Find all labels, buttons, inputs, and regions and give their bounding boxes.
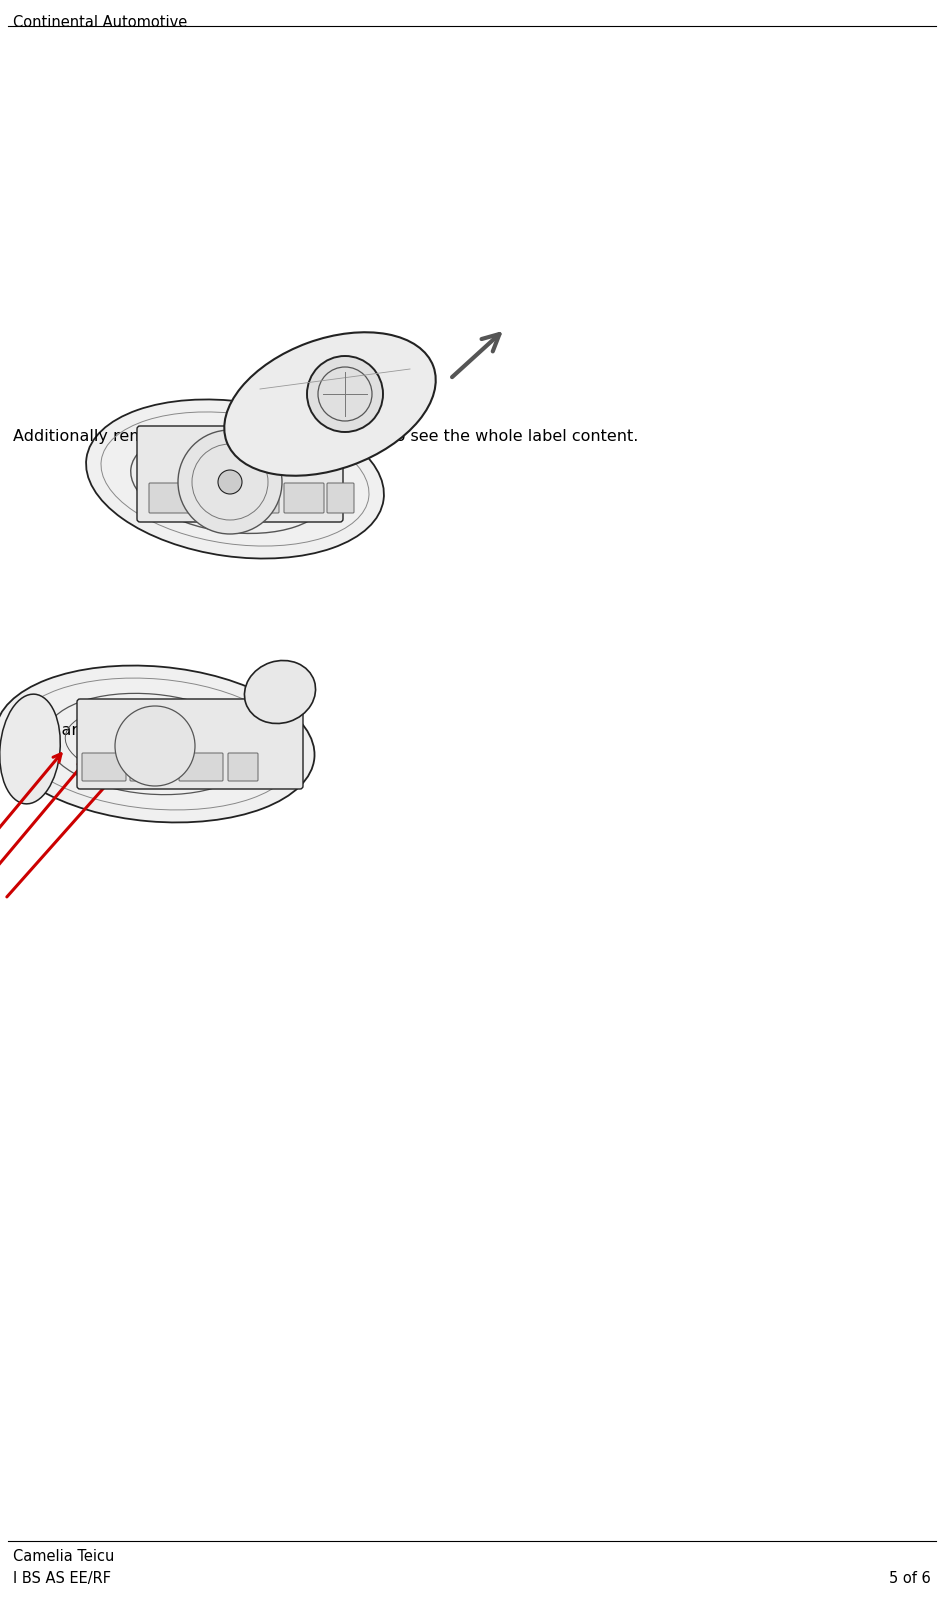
Circle shape xyxy=(178,430,282,534)
Text: Label area: Label area xyxy=(13,723,97,737)
FancyBboxPatch shape xyxy=(137,425,343,521)
Text: Additionally remove the emergency key blade to see the whole label content.: Additionally remove the emergency key bl… xyxy=(13,429,638,443)
Text: Camelia Teicu: Camelia Teicu xyxy=(13,1549,114,1564)
Text: I BS AS EE/RF: I BS AS EE/RF xyxy=(13,1570,111,1586)
FancyBboxPatch shape xyxy=(327,483,354,513)
Text: Continental Automotive: Continental Automotive xyxy=(13,14,187,30)
Ellipse shape xyxy=(244,660,315,723)
Ellipse shape xyxy=(0,694,60,804)
FancyBboxPatch shape xyxy=(239,483,279,513)
Text: 5 of 6: 5 of 6 xyxy=(889,1570,931,1586)
Circle shape xyxy=(115,707,195,787)
FancyBboxPatch shape xyxy=(228,753,258,780)
FancyBboxPatch shape xyxy=(284,483,324,513)
Circle shape xyxy=(307,357,383,432)
FancyBboxPatch shape xyxy=(77,699,303,788)
FancyBboxPatch shape xyxy=(179,753,223,780)
FancyBboxPatch shape xyxy=(82,753,126,780)
Ellipse shape xyxy=(225,333,436,477)
FancyBboxPatch shape xyxy=(194,483,234,513)
Circle shape xyxy=(218,470,242,494)
Ellipse shape xyxy=(86,400,384,558)
Ellipse shape xyxy=(0,665,314,822)
FancyBboxPatch shape xyxy=(130,753,174,780)
FancyBboxPatch shape xyxy=(149,483,189,513)
